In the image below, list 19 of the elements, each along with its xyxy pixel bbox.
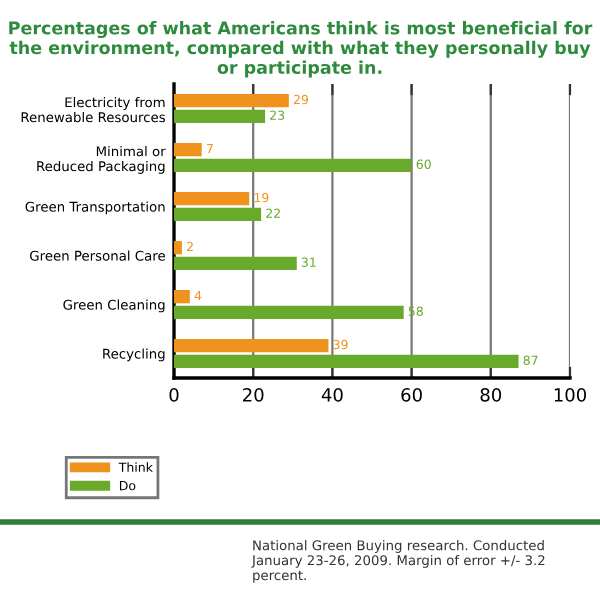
bar xyxy=(174,143,202,157)
x-tick-label: 80 xyxy=(480,388,502,402)
bar xyxy=(174,192,250,206)
x-tick-label: 100 xyxy=(554,388,587,402)
bar xyxy=(174,339,329,353)
bar xyxy=(174,241,182,255)
bar xyxy=(174,109,266,123)
x-tick-label: 60 xyxy=(401,388,422,402)
chart-title: Percentages of what Americans think is most beneficial for the environment, compared with what they personally buy or participate in. xyxy=(9,21,593,78)
bar xyxy=(174,94,289,108)
bar xyxy=(174,207,262,221)
bar xyxy=(174,256,297,270)
bar xyxy=(174,305,404,319)
x-tick-label: 0 xyxy=(169,388,179,402)
bar xyxy=(174,158,412,172)
bar xyxy=(174,290,190,304)
x-tick-label: 40 xyxy=(321,388,343,402)
bar xyxy=(174,354,519,368)
x-tick-label: 20 xyxy=(243,388,264,402)
